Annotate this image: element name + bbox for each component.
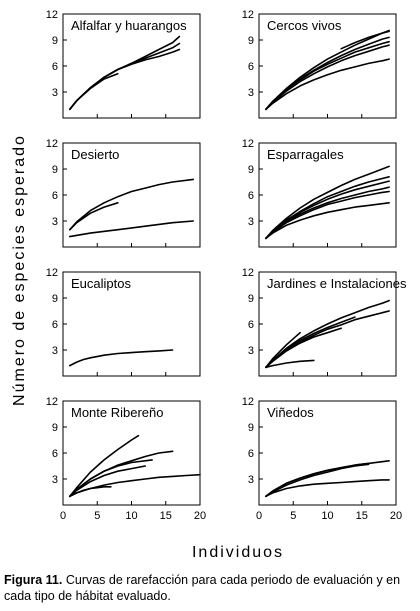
y-tick-label: 9 [248,422,254,434]
chart-panel: Alfalfar y huarangos 3 6 9 12 [46,9,201,119]
series-line [265,462,370,498]
series-line [265,180,390,240]
series-line [69,349,174,367]
y-tick-label: 3 [248,216,254,228]
y-tick-label: 12 [242,9,254,21]
chart-panel: Monte Ribereño 3 6 9 12 0 5 10 15 20 [46,396,206,522]
figure-caption: Figura 11. Curvas de rarefacción para ca… [4,572,418,604]
y-tick-label: 6 [248,61,254,73]
y-tick-label: 9 [52,422,58,434]
y-tick-label: 6 [52,319,58,331]
x-tick-label: 15 [160,510,172,522]
x-tick-label: 20 [390,510,402,522]
panel-title: Desierto [71,147,119,162]
chart-panel: Eucaliptos 3 6 9 12 [46,267,201,377]
panel-title: Jardines e Instalaciones [267,276,407,291]
y-tick-label: 3 [52,87,58,99]
series-line [69,178,194,231]
chart-panel: Desierto 3 6 9 12 [46,138,201,248]
y-tick-label: 12 [46,9,58,21]
chart-panel: Jardines e Instalaciones 3 6 9 12 [242,267,407,377]
x-tick-label: 0 [60,510,66,522]
series-line [69,473,201,498]
series-line [265,359,315,369]
y-tick-label: 9 [52,164,58,176]
series-line [265,327,343,369]
chart-panel: Viñedos 3 6 9 12 0 5 10 15 20 [242,396,402,522]
y-tick-label: 9 [248,35,254,47]
y-tick-label: 3 [248,345,254,357]
caption-label: Figura 11. [4,573,63,587]
series-line [265,316,356,369]
series-line [265,44,390,111]
series-line [69,465,146,498]
y-tick-label: 6 [52,448,58,460]
y-axis-title: Número de especies esperado [11,134,28,406]
y-tick-label: 6 [248,190,254,202]
chart-panel: Cercos vivos 3 6 9 12 [242,9,397,119]
series-line [69,434,140,498]
series-line [69,73,119,111]
y-tick-label: 6 [248,448,254,460]
x-tick-label: 0 [256,510,262,522]
series-line [69,42,181,111]
series-line [265,331,301,369]
series-line [265,40,390,111]
caption-text: Curvas de rarefacción para cada periodo … [4,573,401,603]
y-tick-label: 3 [52,345,58,357]
series-line [265,36,390,111]
y-tick-label: 12 [242,267,254,279]
y-tick-label: 9 [52,293,58,305]
panel-title: Monte Ribereño [71,405,164,420]
chart-panel: Esparragales 3 6 9 12 [242,138,397,248]
series-line [265,29,390,111]
series-line [69,220,194,238]
series-line [69,35,181,111]
series-line [69,485,112,498]
y-tick-label: 12 [46,138,58,150]
x-tick-label: 20 [194,510,206,522]
y-tick-label: 12 [46,267,58,279]
y-tick-label: 3 [248,87,254,99]
series-line [265,459,390,498]
y-tick-label: 6 [52,61,58,73]
series-line [265,463,370,498]
chart-panels: Alfalfar y huarangos 3 6 9 12 Cercos vivos 3 6 9… [46,9,407,522]
y-tick-label: 6 [248,319,254,331]
series-line [69,202,119,231]
panel-title: Alfalfar y huarangos [71,18,187,33]
series-line [265,479,390,498]
y-tick-label: 12 [242,396,254,408]
series-line [340,30,390,50]
panel-title: Eucaliptos [71,276,131,291]
series-line [265,190,390,240]
y-tick-label: 6 [52,190,58,202]
y-tick-label: 3 [52,216,58,228]
x-tick-label: 10 [125,510,137,522]
x-tick-label: 5 [94,510,100,522]
series-line [265,58,390,111]
x-axis-title: Individuos [192,544,284,561]
series-line [265,299,390,369]
y-tick-label: 3 [52,474,58,486]
x-tick-label: 5 [290,510,296,522]
panel-title: Viñedos [267,405,314,420]
y-tick-label: 9 [52,35,58,47]
series-line [69,48,181,111]
series-line [265,310,390,369]
panel-title: Cercos vivos [267,18,342,33]
x-tick-label: 10 [321,510,333,522]
y-tick-label: 9 [248,164,254,176]
y-tick-label: 3 [248,474,254,486]
panel-title: Esparragales [267,147,344,162]
series-line [265,165,390,240]
y-tick-label: 9 [248,293,254,305]
x-tick-label: 15 [356,510,368,522]
y-tick-label: 12 [46,396,58,408]
series-line [265,202,390,240]
y-tick-label: 12 [242,138,254,150]
